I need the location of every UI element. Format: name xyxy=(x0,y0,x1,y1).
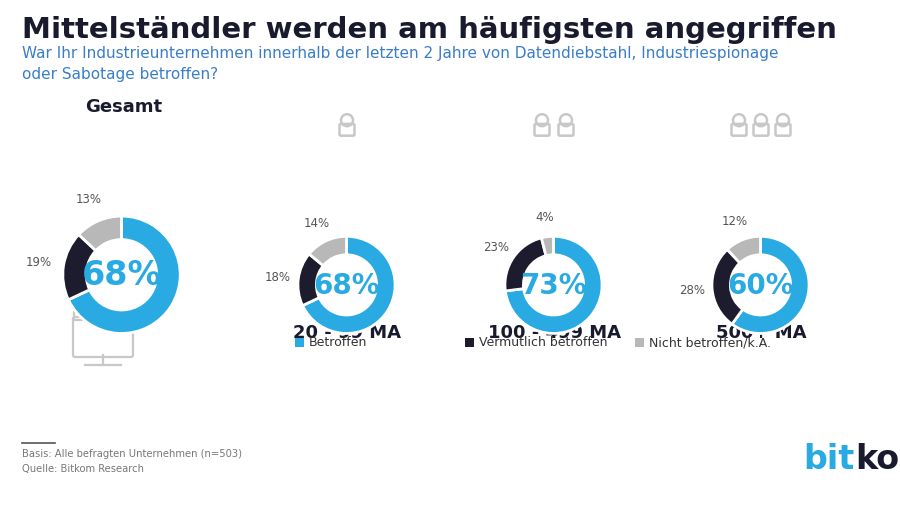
Text: 14%: 14% xyxy=(304,217,330,229)
Text: 28%: 28% xyxy=(679,283,705,296)
Text: Gesamt: Gesamt xyxy=(85,98,162,116)
Wedge shape xyxy=(505,238,546,291)
Text: 18%: 18% xyxy=(266,270,291,283)
Wedge shape xyxy=(309,237,346,266)
Wedge shape xyxy=(732,237,809,334)
Text: War Ihr Industrieunternehmen innerhalb der letzten 2 Jahre von Datendiebstahl, I: War Ihr Industrieunternehmen innerhalb d… xyxy=(22,46,778,82)
Text: Betroffen: Betroffen xyxy=(309,335,367,348)
Wedge shape xyxy=(63,235,95,300)
Text: 68%: 68% xyxy=(313,271,380,299)
Text: 4%: 4% xyxy=(536,211,554,224)
Text: 100 - 499 MA: 100 - 499 MA xyxy=(488,323,620,341)
Wedge shape xyxy=(542,237,554,256)
Text: 12%: 12% xyxy=(722,215,748,228)
Text: 23%: 23% xyxy=(483,240,509,253)
Text: Nicht betroffen/k.A.: Nicht betroffen/k.A. xyxy=(649,335,771,348)
Text: Vermutlich betroffen: Vermutlich betroffen xyxy=(479,335,608,348)
Wedge shape xyxy=(727,237,760,264)
Text: 73%: 73% xyxy=(520,271,587,299)
Text: kom: kom xyxy=(855,442,900,475)
Wedge shape xyxy=(302,237,395,334)
Text: 20 - 99 MA: 20 - 99 MA xyxy=(293,323,401,341)
Text: 500+ MA: 500+ MA xyxy=(716,323,806,341)
Wedge shape xyxy=(505,237,602,334)
Text: Basis: Alle befragten Unternehmen (n=503)
Quelle: Bitkom Research: Basis: Alle befragten Unternehmen (n=503… xyxy=(22,448,242,473)
Text: 19%: 19% xyxy=(26,256,52,269)
Text: bit: bit xyxy=(804,442,855,475)
Bar xyxy=(635,338,644,347)
Wedge shape xyxy=(78,217,122,251)
Text: 60%: 60% xyxy=(727,271,794,299)
Bar xyxy=(295,338,304,347)
Text: Mittelständler werden am häufigsten angegriffen: Mittelständler werden am häufigsten ange… xyxy=(22,16,837,44)
Wedge shape xyxy=(68,217,180,334)
Text: 68%: 68% xyxy=(82,259,161,292)
Wedge shape xyxy=(712,250,742,325)
Wedge shape xyxy=(298,255,323,306)
Text: 13%: 13% xyxy=(76,192,102,206)
Bar xyxy=(465,338,474,347)
